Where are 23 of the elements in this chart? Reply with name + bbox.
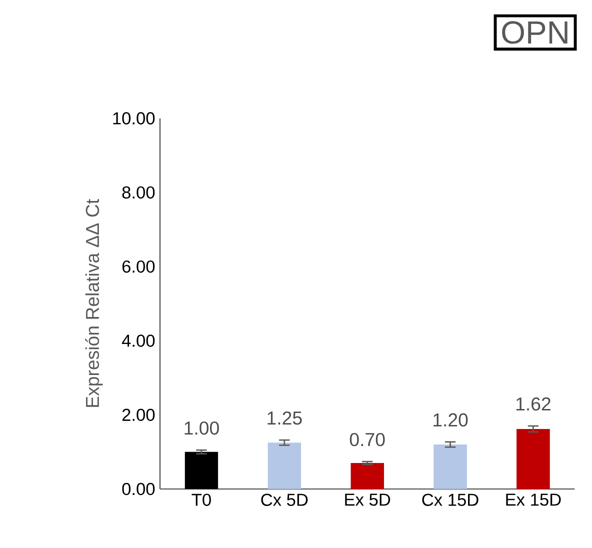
bar <box>434 444 467 489</box>
data-label: 0.70 <box>350 432 385 446</box>
y-axis-title: Expresión Relativa ΔΔ Ct <box>85 199 103 407</box>
y-tick-label: 0.00 <box>122 482 155 496</box>
bar <box>268 442 302 489</box>
x-tick-label: Cx 15D <box>422 494 478 506</box>
bar <box>184 452 218 489</box>
y-tick-label: 8.00 <box>122 186 155 199</box>
data-label: 1.62 <box>516 397 550 411</box>
data-label: 1.00 <box>184 421 219 435</box>
data-label: 1.20 <box>434 413 468 427</box>
bar <box>516 428 550 489</box>
x-tick-label: T0 <box>192 494 211 506</box>
y-tick-label: 2.00 <box>122 408 155 421</box>
chart-title: OPN <box>502 21 568 44</box>
x-tick-label: Ex 15D <box>506 494 561 506</box>
y-tick-label: 4.00 <box>122 334 155 347</box>
y-tick-label: 10.00 <box>113 112 155 124</box>
x-tick-label: Ex 5D <box>345 494 390 506</box>
data-label: 1.25 <box>268 411 302 425</box>
bar <box>350 463 384 489</box>
y-tick-label: 6.00 <box>122 260 155 273</box>
x-tick-label: Cx 5D <box>261 494 308 506</box>
